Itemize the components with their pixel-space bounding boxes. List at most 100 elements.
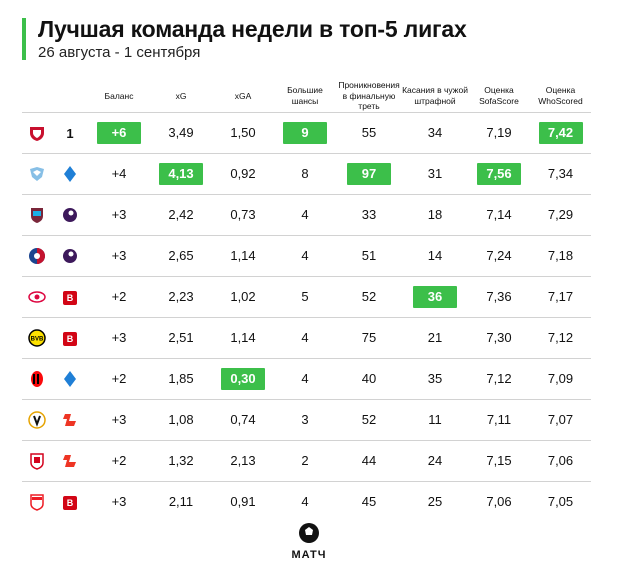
- final-third-value: 45: [361, 494, 377, 510]
- xga-value: 1,14: [230, 330, 256, 346]
- touches-value: 24: [427, 453, 443, 469]
- xga-value: 0,74: [230, 412, 256, 428]
- big-chances-value: 2: [301, 453, 309, 469]
- premier-league-icon: [61, 247, 79, 263]
- sofascore-value: 7,06: [486, 494, 512, 510]
- col-touches: Касания в чужой штрафной: [402, 85, 468, 106]
- valencia-crest-icon: [28, 411, 46, 429]
- big-chances-cell: 3: [274, 398, 336, 441]
- sofascore-cell: 7,36: [468, 275, 530, 318]
- balance-value: +2: [111, 371, 127, 387]
- club-cell: [22, 439, 52, 482]
- club-cell: [22, 193, 52, 236]
- touches-value: 21: [427, 330, 443, 346]
- club-cell: [22, 234, 52, 277]
- xga-value: 0,73: [230, 207, 256, 223]
- league-cell: [52, 234, 88, 277]
- col-league: [52, 80, 88, 112]
- final-third-value: 75: [361, 330, 377, 346]
- balance-value: +3: [111, 248, 127, 264]
- crystal-palace-crest-icon: [28, 247, 46, 264]
- table-row: B +3 2,11 0,91 4 45 25 7,06 7,05: [22, 480, 591, 522]
- xg-value: 2,65: [168, 248, 194, 264]
- xg-cell: 1,85: [150, 357, 212, 400]
- xg-cell: 1,32: [150, 439, 212, 482]
- ball-icon: [299, 523, 319, 543]
- balance-value: +6: [97, 121, 141, 144]
- league-cell: [52, 357, 88, 400]
- league-cell: B: [52, 316, 88, 359]
- final-third-value: 52: [361, 412, 377, 428]
- balance-cell: +3: [88, 398, 150, 441]
- xg-cell: 2,42: [150, 193, 212, 236]
- bundesliga-icon: B: [63, 494, 77, 510]
- touches-value: 36: [413, 285, 457, 308]
- xg-cell: 1,08: [150, 398, 212, 441]
- serie-a-icon: [61, 370, 79, 387]
- whoscored-value: 7,05: [547, 494, 574, 510]
- league-cell: [52, 152, 88, 195]
- xg-cell: 2,23: [150, 275, 212, 318]
- xga-value: 1,14: [230, 248, 256, 264]
- xg-value: 1,32: [168, 453, 194, 469]
- brand-text: МАТЧ: [291, 549, 327, 561]
- title-accent-bar: [22, 18, 26, 60]
- final-third-cell: 44: [336, 439, 402, 482]
- whoscored-cell: 7,42: [530, 111, 591, 154]
- sofascore-cell: 7,30: [468, 316, 530, 359]
- league-cell: [52, 398, 88, 441]
- touches-value: 14: [427, 248, 443, 264]
- balance-cell: +3: [88, 193, 150, 236]
- xg-cell: 2,65: [150, 234, 212, 277]
- final-third-value: 51: [361, 248, 377, 264]
- table-row: +3 2,42 0,73 4 33 18 7,14 7,29: [22, 193, 591, 236]
- final-third-cell: 45: [336, 480, 402, 522]
- xga-value: 1,50: [230, 125, 256, 141]
- big-chances-cell: 4: [274, 480, 336, 522]
- club-cell: BVB: [22, 316, 52, 359]
- whoscored-cell: 7,06: [530, 439, 591, 482]
- page-subtitle: 26 августа - 1 сентября: [38, 44, 201, 61]
- sofascore-value: 7,36: [486, 289, 512, 305]
- stats-table: Баланс xG xGA Большие шансы Проникновения…: [22, 80, 591, 522]
- sofascore-cell: 7,11: [468, 398, 530, 441]
- laliga-icon: [61, 411, 79, 426]
- dortmund-crest-icon: BVB: [28, 329, 46, 347]
- xg-cell: 2,11: [150, 480, 212, 522]
- page-title: Лучшая команда недели в топ-5 лигах: [38, 16, 467, 42]
- balance-value: +3: [111, 207, 127, 223]
- final-third-value: 52: [361, 289, 377, 305]
- balance-cell: +3: [88, 234, 150, 277]
- final-third-cell: 75: [336, 316, 402, 359]
- table-row: +4 4,13 0,92 8 97 31 7,56 7,34: [22, 152, 591, 195]
- xg-value: 2,51: [168, 330, 194, 346]
- serie-a-icon: [61, 165, 79, 182]
- touches-value: 18: [427, 207, 443, 223]
- touches-cell: 21: [402, 316, 468, 359]
- lille-crest-icon: [28, 124, 46, 141]
- big-chances-value: 4: [301, 207, 309, 223]
- final-third-cell: 33: [336, 193, 402, 236]
- xga-cell: 0,30: [212, 357, 274, 400]
- col-final-third: Проникновения в финальную треть: [338, 80, 400, 112]
- brand-logo: МАТЧ: [288, 522, 330, 561]
- big-chances-cell: 8: [274, 152, 336, 195]
- table-row: +2 1,85 0,30 4 40 35 7,12 7,09: [22, 357, 591, 400]
- whoscored-cell: 7,05: [530, 480, 591, 522]
- xga-cell: 0,74: [212, 398, 274, 441]
- whoscored-value: 7,12: [547, 330, 574, 346]
- touches-value: 31: [427, 166, 443, 182]
- xga-value: 2,13: [230, 453, 256, 469]
- table-header-row: Баланс xG xGA Большие шансы Проникновения…: [22, 80, 591, 112]
- sevilla-crest-icon: [28, 452, 46, 470]
- club-cell: [22, 111, 52, 154]
- xg-cell: 3,49: [150, 111, 212, 154]
- whoscored-cell: 7,18: [530, 234, 591, 277]
- touches-value: 25: [427, 494, 443, 510]
- xga-value: 0,92: [230, 166, 256, 182]
- touches-cell: 25: [402, 480, 468, 522]
- balance-cell: +2: [88, 357, 150, 400]
- club-cell: [22, 357, 52, 400]
- big-chances-cell: 4: [274, 234, 336, 277]
- big-chances-value: 4: [301, 371, 309, 387]
